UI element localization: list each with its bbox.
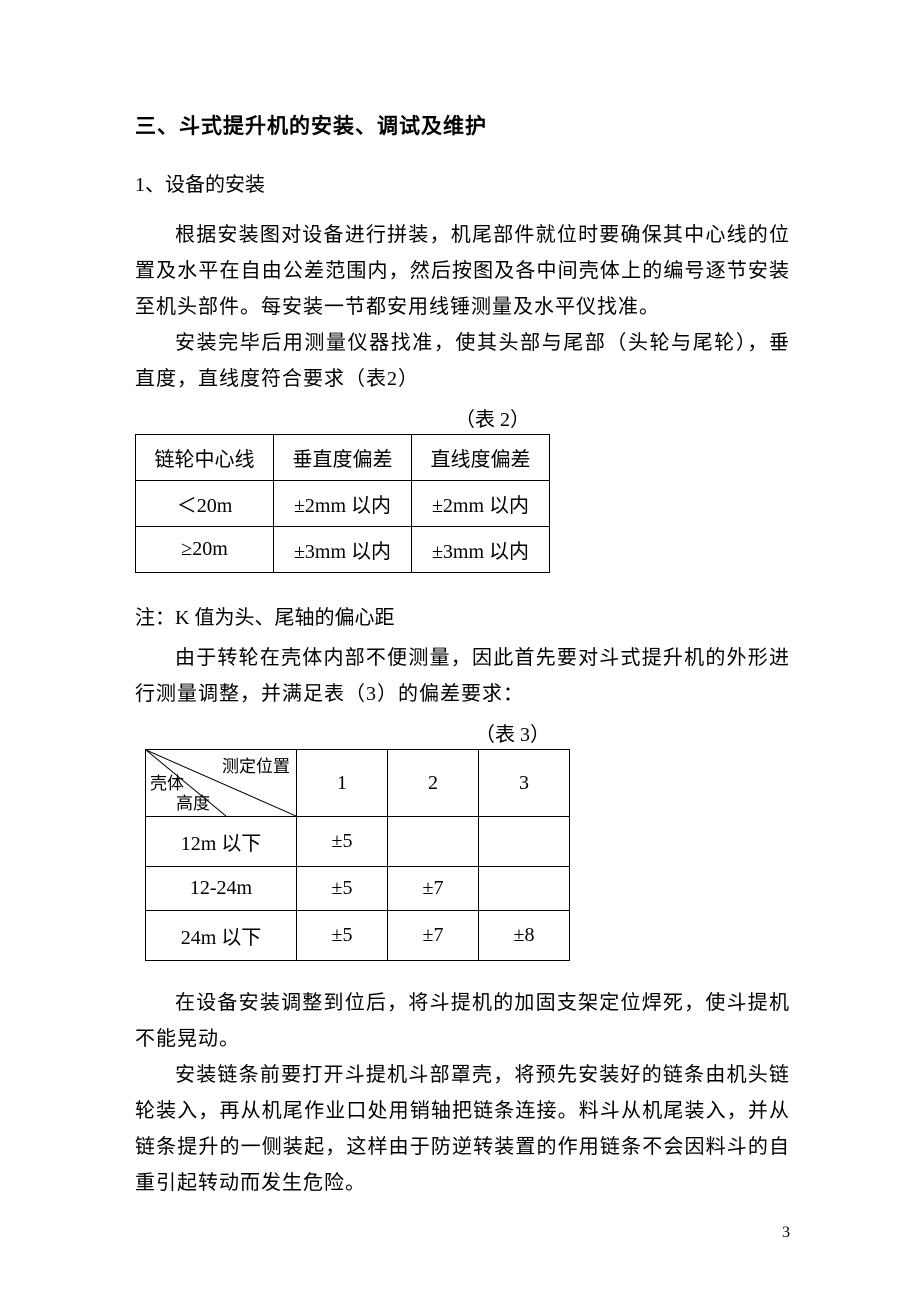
table-cell: 24m 以下 [146, 911, 297, 961]
table-2: 链轮中心线 垂直度偏差 直线度偏差 ＜20m ±2mm 以内 ±2mm 以内 ≥… [135, 434, 550, 573]
table-diagonal-header: 测定位置 壳体 高度 [146, 750, 297, 817]
section-heading: 三、斗式提升机的安装、调试及维护 [135, 110, 790, 140]
paragraph-5: 安装链条前要打开斗提机斗部罩壳，将预先安装好的链条由机头链轮装入，再从机尾作业口… [135, 1057, 790, 1201]
subsection-label: 1、设备的安装 [135, 168, 790, 197]
table-row: 24m 以下 ±5 ±7 ±8 [146, 911, 570, 961]
table-header: 2 [388, 750, 479, 817]
table-cell: ±5 [297, 867, 388, 911]
table-cell [388, 817, 479, 867]
table-cell: ±2mm 以内 [274, 481, 412, 527]
table-cell: ±5 [297, 911, 388, 961]
paragraph-1: 根据安装图对设备进行拼装，机尾部件就位时要确保其中心线的位置及水平在自由公差范围… [135, 217, 790, 325]
table-cell: 12m 以下 [146, 817, 297, 867]
table-3: 测定位置 壳体 高度 1 2 3 12m 以下 ±5 12-24m ±5 ±7 … [145, 749, 570, 961]
page: 三、斗式提升机的安装、调试及维护 1、设备的安装 根据安装图对设备进行拼装，机尾… [0, 0, 920, 1302]
table-cell [479, 867, 570, 911]
table-row: 12-24m ±5 ±7 [146, 867, 570, 911]
table-cell: ±7 [388, 911, 479, 961]
table-header: 1 [297, 750, 388, 817]
table-row: 12m 以下 ±5 [146, 817, 570, 867]
table-header: 3 [479, 750, 570, 817]
table-cell: ±2mm 以内 [412, 481, 550, 527]
note-k-value: 注：K 值为头、尾轴的偏心距 [135, 601, 790, 630]
table-cell: ±3mm 以内 [274, 527, 412, 573]
table-row: 链轮中心线 垂直度偏差 直线度偏差 [136, 435, 550, 481]
table-cell [479, 817, 570, 867]
table2-caption: （表 2） [455, 403, 790, 432]
table-row: ＜20m ±2mm 以内 ±2mm 以内 [136, 481, 550, 527]
table-row: 测定位置 壳体 高度 1 2 3 [146, 750, 570, 817]
table-header: 垂直度偏差 [274, 435, 412, 481]
table-header: 链轮中心线 [136, 435, 274, 481]
table-cell: 12-24m [146, 867, 297, 911]
paragraph-3: 由于转轮在壳体内部不便测量，因此首先要对斗式提升机的外形进行测量调整，并满足表（… [135, 640, 790, 712]
table-row: ≥20m ±3mm 以内 ±3mm 以内 [136, 527, 550, 573]
table-cell: ＜20m [136, 481, 274, 527]
paragraph-4: 在设备安装调整到位后，将斗提机的加固支架定位焊死，使斗提机不能晃动。 [135, 985, 790, 1057]
page-number: 3 [782, 1224, 790, 1242]
diag-label-c: 高度 [176, 789, 210, 814]
table-cell: ±3mm 以内 [412, 527, 550, 573]
table-cell: ±7 [388, 867, 479, 911]
table3-caption: （表 3） [475, 718, 790, 747]
table-cell: ≥20m [136, 527, 274, 573]
table-cell: ±5 [297, 817, 388, 867]
table-header: 直线度偏差 [412, 435, 550, 481]
diag-label-a: 测定位置 [222, 752, 290, 777]
paragraph-2: 安装完毕后用测量仪器找准，使其头部与尾部（头轮与尾轮），垂直度，直线度符合要求（… [135, 325, 790, 397]
table-cell: ±8 [479, 911, 570, 961]
